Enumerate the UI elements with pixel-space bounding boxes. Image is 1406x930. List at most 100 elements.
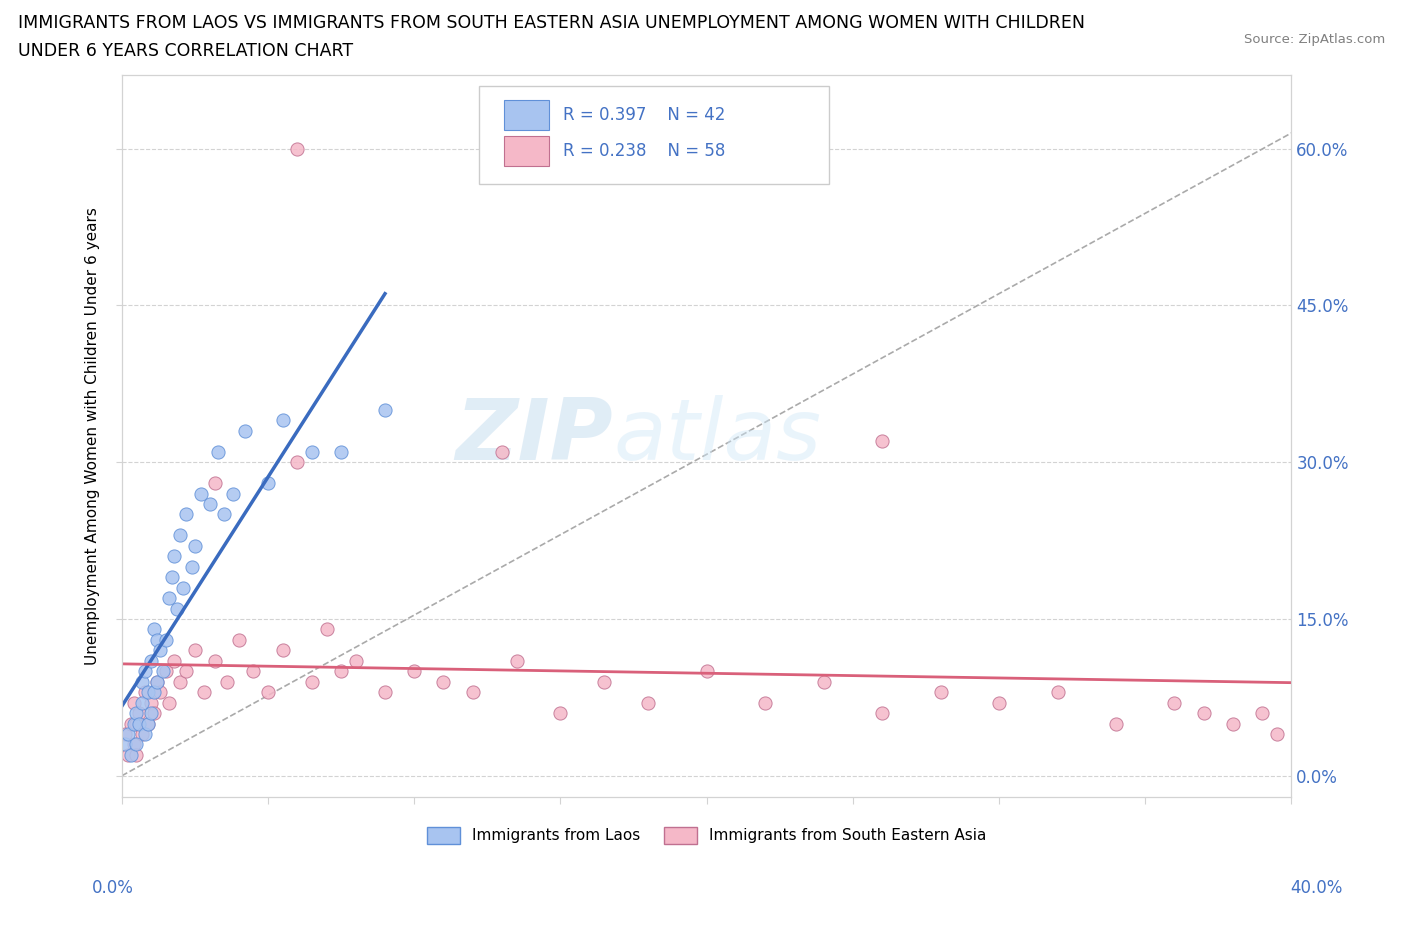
FancyBboxPatch shape	[478, 86, 830, 183]
Legend: Immigrants from Laos, Immigrants from South Eastern Asia: Immigrants from Laos, Immigrants from So…	[420, 820, 993, 850]
Point	[330, 445, 353, 459]
Point	[1222, 716, 1244, 731]
Text: ZIP: ZIP	[456, 394, 613, 478]
Point	[491, 445, 513, 459]
Point	[120, 748, 142, 763]
FancyBboxPatch shape	[505, 136, 548, 166]
Point	[198, 497, 221, 512]
Text: UNDER 6 YEARS CORRELATION CHART: UNDER 6 YEARS CORRELATION CHART	[18, 42, 353, 60]
FancyBboxPatch shape	[505, 100, 548, 130]
Point	[754, 695, 776, 710]
Point	[136, 716, 159, 731]
Point	[169, 674, 191, 689]
Point	[128, 716, 150, 731]
Text: atlas: atlas	[613, 394, 821, 478]
Point	[301, 674, 323, 689]
Point	[122, 737, 145, 751]
Point	[1046, 684, 1069, 699]
Point	[125, 716, 148, 731]
Point	[117, 726, 139, 741]
Point	[988, 695, 1011, 710]
Point	[160, 570, 183, 585]
Point	[190, 486, 212, 501]
Point	[184, 643, 207, 658]
Point	[125, 737, 148, 751]
Point	[134, 664, 156, 679]
Point	[136, 684, 159, 699]
Point	[136, 716, 159, 731]
Point	[139, 654, 162, 669]
Point	[114, 726, 136, 741]
Point	[139, 695, 162, 710]
Point	[813, 674, 835, 689]
Text: 40.0%: 40.0%	[1291, 879, 1343, 897]
Point	[257, 684, 280, 699]
Point	[193, 684, 215, 699]
Point	[163, 654, 186, 669]
Point	[217, 674, 239, 689]
Point	[149, 643, 172, 658]
Point	[139, 706, 162, 721]
Point	[374, 684, 396, 699]
Point	[374, 403, 396, 418]
Point	[870, 434, 893, 449]
Point	[1105, 716, 1128, 731]
Point	[1163, 695, 1185, 710]
Point	[143, 684, 166, 699]
Point	[174, 664, 197, 679]
Point	[155, 632, 177, 647]
Point	[163, 549, 186, 564]
Point	[146, 674, 169, 689]
Point	[120, 716, 142, 731]
Point	[204, 654, 226, 669]
Point	[404, 664, 426, 679]
Point	[184, 538, 207, 553]
Point	[301, 445, 323, 459]
Point	[1192, 706, 1215, 721]
Point	[637, 695, 659, 710]
Point	[257, 475, 280, 490]
Text: R = 0.238    N = 58: R = 0.238 N = 58	[562, 142, 725, 160]
Point	[157, 695, 180, 710]
Text: Source: ZipAtlas.com: Source: ZipAtlas.com	[1244, 33, 1385, 46]
Point	[285, 141, 308, 156]
Point	[146, 632, 169, 647]
Point	[134, 684, 156, 699]
Point	[212, 507, 235, 522]
Point	[1265, 726, 1288, 741]
Point	[204, 475, 226, 490]
Point	[207, 445, 229, 459]
Point	[696, 664, 718, 679]
Point	[271, 643, 294, 658]
Point	[143, 706, 166, 721]
Point	[330, 664, 353, 679]
Point	[131, 726, 153, 741]
Y-axis label: Unemployment Among Women with Children Under 6 years: Unemployment Among Women with Children U…	[86, 207, 100, 665]
Point	[461, 684, 484, 699]
Point	[152, 664, 174, 679]
Point	[929, 684, 952, 699]
Point	[128, 706, 150, 721]
Point	[143, 622, 166, 637]
Point	[271, 413, 294, 428]
Point	[117, 748, 139, 763]
Point	[181, 559, 204, 574]
Point	[125, 706, 148, 721]
Point	[131, 674, 153, 689]
Point	[285, 455, 308, 470]
Point	[870, 706, 893, 721]
Point	[174, 507, 197, 522]
Point	[550, 706, 572, 721]
Point	[157, 591, 180, 605]
Point	[233, 423, 256, 438]
Point	[315, 622, 337, 637]
Point	[222, 486, 245, 501]
Point	[1251, 706, 1274, 721]
Point	[155, 664, 177, 679]
Point	[134, 726, 156, 741]
Point	[122, 695, 145, 710]
Text: IMMIGRANTS FROM LAOS VS IMMIGRANTS FROM SOUTH EASTERN ASIA UNEMPLOYMENT AMONG WO: IMMIGRANTS FROM LAOS VS IMMIGRANTS FROM …	[18, 14, 1085, 32]
Point	[432, 674, 454, 689]
Point	[228, 632, 250, 647]
Point	[166, 601, 188, 616]
